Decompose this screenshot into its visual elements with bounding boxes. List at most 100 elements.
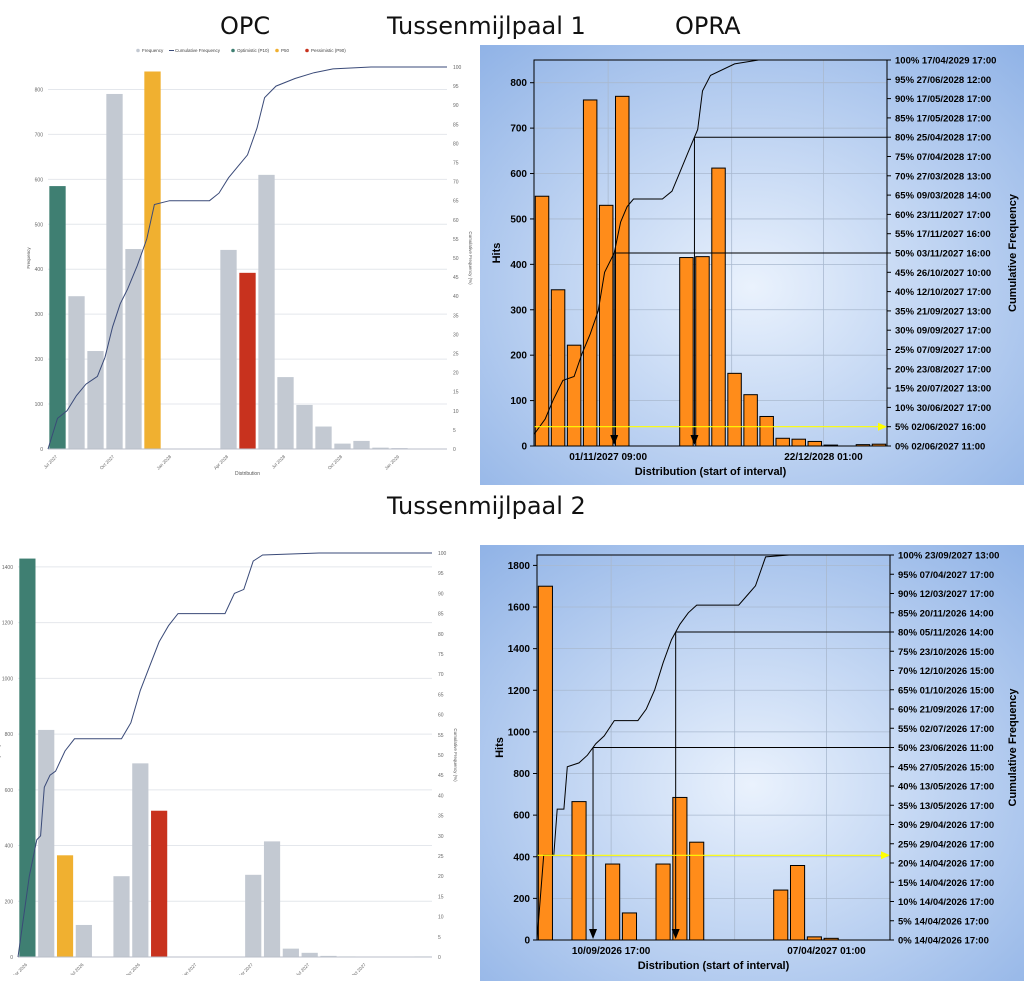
y2-tick-label: 5 (438, 935, 441, 941)
y-tick-label: 800 (5, 732, 14, 738)
y2-tick-label: 80% 25/04/2028 17:00 (895, 133, 991, 144)
bar (301, 952, 318, 957)
bar (598, 204, 614, 447)
x-tick-label: Oct 2028 (327, 454, 344, 471)
y2-tick-label: 15 (453, 390, 459, 396)
y2-tick-label: 80 (438, 632, 444, 638)
bar (125, 249, 142, 449)
y2-axis-title: Cumulative Frequency (1007, 193, 1019, 312)
y2-axis-title: Cumulative Frequency (%) (453, 728, 458, 782)
bar (775, 437, 790, 447)
bar (655, 863, 671, 941)
cumulative-line (536, 554, 890, 941)
bar (727, 372, 742, 447)
legend-item: Frequency (142, 48, 164, 53)
x-tick-label: Oct 2027 (99, 454, 116, 471)
y2-axis-title: Cumulative Frequency (1007, 688, 1019, 807)
y-axis-title: Frequency (26, 247, 31, 269)
y2-tick-label: 85% 20/11/2026 14:00 (898, 608, 994, 619)
y2-tick-label: 0 (453, 447, 456, 453)
bar (334, 443, 351, 449)
y-tick-label: 1200 (2, 621, 13, 627)
y-tick-label: 600 (510, 169, 527, 180)
x-tick-label: Jul 2027 (43, 454, 59, 470)
chart-background (480, 545, 1024, 981)
y2-tick-label: 40% 12/10/2027 17:00 (895, 287, 991, 298)
y2-tick-label: 85% 17/05/2028 17:00 (895, 113, 991, 124)
y2-tick-label: 25 (438, 854, 444, 860)
y2-tick-label: 45 (453, 275, 459, 281)
y2-tick-label: 25 (453, 352, 459, 358)
y-tick-label: 0 (524, 936, 530, 947)
bar (605, 863, 621, 941)
header-opc: OPC (220, 12, 271, 40)
y2-tick-label: 100% 17/04/2029 17:00 (895, 56, 996, 67)
y2-tick-label: 75 (438, 652, 444, 658)
y-tick-label: 0 (40, 447, 43, 453)
x-axis-title: Distribution (start of interval) (635, 466, 787, 478)
bar (151, 810, 168, 957)
x-tick-label: Jan 2028 (156, 454, 173, 471)
opra-chart-milestone-1: 0 100 200 300 400 500 600 700 800 0% 02/06/2027 1… (480, 45, 1024, 485)
y-tick-label: 1400 (2, 565, 13, 571)
legend-item: Optimistic (P10) (237, 48, 270, 53)
y2-tick-label: 30% 09/09/2027 17:00 (895, 326, 991, 337)
y2-tick-label: 0 (438, 955, 441, 961)
y2-tick-label: 65 (438, 692, 444, 698)
bar (87, 351, 104, 449)
y2-tick-label: 95% 27/06/2028 12:00 (895, 75, 991, 86)
bar (743, 394, 758, 447)
y2-tick-label: 70 (453, 180, 459, 186)
y2-tick-label: 5% 02/06/2027 16:00 (895, 422, 986, 433)
bar (582, 99, 598, 447)
y-tick-label: 200 (513, 894, 530, 905)
bar (621, 912, 638, 941)
y2-tick-label: 20% 14/04/2026 17:00 (898, 859, 994, 870)
y2-tick-label: 0% 02/06/2027 11:00 (895, 442, 985, 453)
bar (571, 801, 587, 941)
opc-chart-milestone-2-svg: 0 200 400 600 800 1000 1200 1400 0 5 10 15 20 25 30 35 4… (0, 551, 458, 975)
y2-tick-label: 55 (438, 733, 444, 739)
y2-tick-label: 55% 17/11/2027 16:00 (895, 229, 991, 240)
y2-tick-label: 50% 23/06/2026 11:00 (898, 743, 994, 754)
y2-tick-label: 30 (453, 332, 459, 338)
bar (245, 874, 262, 957)
y-tick-label: 1400 (508, 644, 531, 655)
x-tick-label: Jul 2028 (271, 454, 287, 470)
x-tick-label: Jan 2027 (181, 962, 198, 975)
bar (550, 289, 566, 447)
y-tick-label: 800 (510, 78, 527, 89)
y2-tick-label: 25% 29/04/2026 17:00 (898, 839, 994, 850)
legend-marker (136, 48, 140, 53)
y-tick-label: 1000 (2, 676, 13, 682)
y2-axis-title: Cumulative Frequency (%) (468, 231, 473, 285)
y2-tick-label: 30% 29/04/2026 17:00 (898, 820, 994, 831)
bar (315, 426, 332, 449)
bar (615, 95, 630, 447)
y2-tick-label: 60 (453, 218, 459, 224)
bar (679, 257, 694, 447)
bar (711, 167, 726, 447)
cumulative-line (533, 59, 887, 435)
opc-chart-milestone-1-svg: 0 100 200 300 400 500 600 700 800 0 5 10 15 20 25 30 35 4… (26, 48, 473, 477)
opra-chart-milestone-2-svg: 0 200 400 600 800 1000 1200 1400 1600 1800 0% 14/0… (480, 545, 1024, 981)
bar (534, 195, 550, 447)
y2-tick-label: 10% 14/04/2026 17:00 (898, 897, 994, 908)
y2-tick-label: 60 (438, 713, 444, 719)
y-tick-label: 100 (510, 396, 527, 407)
y-tick-label: 400 (35, 267, 44, 273)
x-tick-label: 22/12/2028 01:00 (784, 452, 863, 463)
cumulative-line (47, 66, 447, 450)
y2-tick-label: 60% 21/09/2026 17:00 (898, 705, 994, 716)
y-tick-label: 700 (35, 132, 44, 138)
y-tick-label: 800 (35, 87, 44, 93)
y-tick-label: 500 (35, 222, 44, 228)
y2-tick-label: 40% 13/05/2026 17:00 (898, 782, 994, 793)
legend-item: Pessimistic (P90) (311, 48, 346, 53)
down-arrow-icon (671, 929, 680, 939)
x-axis-title: Distribution (start of interval) (638, 960, 790, 972)
y2-tick-label: 65% 01/10/2026 15:00 (898, 685, 994, 696)
bar (239, 272, 256, 449)
bar (49, 186, 66, 449)
down-arrow-icon (610, 435, 619, 445)
